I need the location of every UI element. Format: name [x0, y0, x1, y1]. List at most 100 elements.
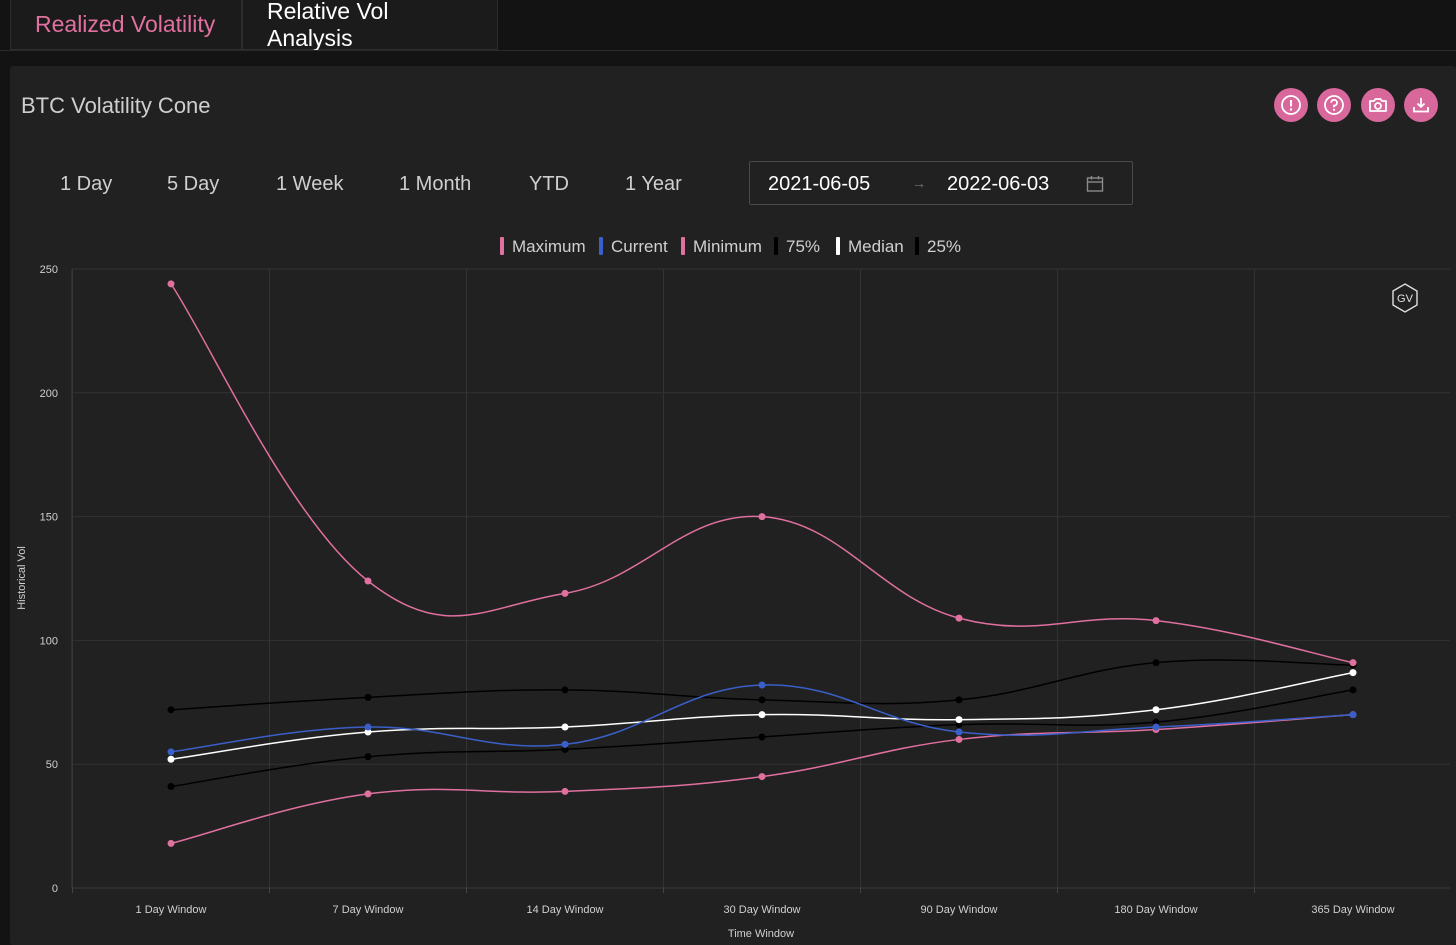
- watermark-hexagon: [1392, 283, 1418, 313]
- start-date-input[interactable]: [766, 172, 900, 197]
- x-tick-label: 7 Day Window: [333, 904, 404, 916]
- panel-title: BTC Volatility Cone: [21, 93, 211, 118]
- x-tick-label: 14 Day Window: [526, 904, 603, 916]
- data-point-minimum[interactable]: [955, 735, 963, 743]
- y-axis: 0 50 100 150 200 250: [40, 264, 58, 895]
- legend-item-p25[interactable]: 25%: [927, 237, 961, 256]
- range-1-week-button[interactable]: 1 Week: [276, 173, 344, 195]
- data-point-p25[interactable]: [561, 745, 569, 753]
- legend-item-median[interactable]: Median: [848, 237, 904, 256]
- y-tick-label: 0: [52, 883, 58, 895]
- data-point-p75[interactable]: [1152, 659, 1160, 667]
- range-1-year-button[interactable]: 1 Year: [625, 173, 682, 195]
- data-point-median[interactable]: [758, 711, 766, 719]
- alert-button[interactable]: [1274, 88, 1308, 122]
- legend-swatch-median: [836, 237, 840, 255]
- data-point-p75[interactable]: [561, 686, 569, 694]
- data-point-current[interactable]: [364, 723, 372, 731]
- download-button[interactable]: [1404, 88, 1438, 122]
- tab-realized-volatility[interactable]: Realized Volatility: [10, 0, 242, 50]
- range-5-day-button[interactable]: 5 Day: [167, 173, 220, 195]
- data-point-maximum[interactable]: [167, 280, 175, 288]
- data-point-minimum[interactable]: [364, 790, 372, 798]
- tab-divider: [0, 50, 1456, 51]
- data-point-p75[interactable]: [955, 696, 963, 704]
- data-point-current[interactable]: [167, 748, 175, 756]
- data-point-median[interactable]: [955, 716, 963, 724]
- data-point-median[interactable]: [1349, 669, 1357, 677]
- calendar-icon[interactable]: [1085, 174, 1105, 194]
- legend-swatch-p75: [774, 237, 778, 255]
- data-point-median[interactable]: [167, 755, 175, 763]
- data-point-maximum[interactable]: [955, 614, 963, 622]
- data-point-current[interactable]: [758, 681, 766, 689]
- data-point-p25[interactable]: [1349, 686, 1357, 694]
- y-axis-title: Historical Vol: [16, 546, 28, 610]
- range-1-month-button[interactable]: 1 Month: [399, 173, 472, 195]
- legend-item-maximum[interactable]: Maximum: [512, 237, 586, 256]
- data-point-maximum[interactable]: [1152, 617, 1160, 625]
- data-point-p25[interactable]: [1152, 718, 1160, 726]
- data-point-maximum[interactable]: [758, 513, 766, 521]
- help-button[interactable]: [1317, 88, 1351, 122]
- tab-relative-vol-analysis[interactable]: Relative Vol Analysis: [242, 0, 498, 51]
- data-point-p25[interactable]: [167, 782, 175, 790]
- date-separator-arrow: →: [912, 175, 926, 191]
- range-1-day-button[interactable]: 1 Day: [60, 173, 113, 195]
- x-axis: 1 Day Window 7 Day Window 14 Day Window 30 …: [72, 888, 1395, 916]
- y-tick-label: 50: [46, 759, 58, 771]
- data-point-current[interactable]: [1152, 723, 1160, 731]
- legend-swatch-current: [599, 237, 603, 255]
- x-tick-label: 180 Day Window: [1114, 904, 1197, 916]
- watermark-badge: GV: [1392, 283, 1418, 313]
- data-point-median[interactable]: [1152, 706, 1160, 714]
- range-ytd-button[interactable]: YTD: [529, 173, 569, 195]
- data-point-p75[interactable]: [758, 696, 766, 704]
- legend-swatch-maximum: [500, 237, 504, 255]
- y-tick-label: 250: [40, 264, 58, 276]
- series-line-current: [170, 684, 1354, 753]
- data-point-minimum[interactable]: [167, 839, 175, 847]
- y-tick-label: 200: [40, 388, 58, 400]
- x-tick-label: 30 Day Window: [723, 904, 800, 916]
- data-point-p75[interactable]: [364, 693, 372, 701]
- chart-legend: Maximum Current Minimum 75% Median 25%: [500, 237, 961, 256]
- data-point-median[interactable]: [364, 728, 372, 736]
- y-tick-label: 100: [40, 635, 58, 647]
- y-tick-label: 150: [40, 512, 58, 524]
- legend-swatch-p25: [915, 237, 919, 255]
- data-point-maximum[interactable]: [364, 577, 372, 585]
- legend-swatch-minimum: [681, 237, 685, 255]
- data-point-maximum[interactable]: [1349, 659, 1357, 667]
- data-point-median[interactable]: [561, 723, 569, 731]
- legend-item-p75[interactable]: 75%: [786, 237, 820, 256]
- data-point-minimum[interactable]: [561, 787, 569, 795]
- data-point-p25[interactable]: [955, 721, 963, 729]
- data-point-current[interactable]: [955, 728, 963, 736]
- help-icon: [1324, 95, 1344, 115]
- alert-icon: [1281, 95, 1301, 115]
- volatility-cone-panel: BTC Volatility Cone 1 Day 5 Day 1 Week 1…: [10, 66, 1456, 945]
- date-range-picker[interactable]: →: [749, 161, 1133, 205]
- data-point-minimum[interactable]: [758, 773, 766, 781]
- legend-item-minimum[interactable]: Minimum: [693, 237, 762, 256]
- data-point-maximum[interactable]: [561, 589, 569, 597]
- tab-bar: Realized Volatility Relative Vol Analysi…: [10, 0, 498, 51]
- data-point-p25[interactable]: [364, 753, 372, 761]
- x-axis-title: Time Window: [728, 928, 794, 940]
- data-point-current[interactable]: [1349, 711, 1357, 719]
- data-point-current[interactable]: [561, 740, 569, 748]
- legend-item-current[interactable]: Current: [611, 237, 668, 256]
- end-date-input[interactable]: [945, 172, 1079, 197]
- watermark-text: GV: [1397, 293, 1414, 305]
- x-tick-label: 1 Day Window: [136, 904, 207, 916]
- screenshot-button[interactable]: [1361, 88, 1395, 122]
- camera-icon: [1369, 98, 1387, 112]
- series-lines: [170, 283, 1354, 845]
- chart-grid: [71, 268, 1450, 889]
- data-point-p75[interactable]: [167, 706, 175, 714]
- download-icon: [1413, 98, 1429, 113]
- x-tick-label: 90 Day Window: [920, 904, 997, 916]
- data-point-p25[interactable]: [758, 733, 766, 741]
